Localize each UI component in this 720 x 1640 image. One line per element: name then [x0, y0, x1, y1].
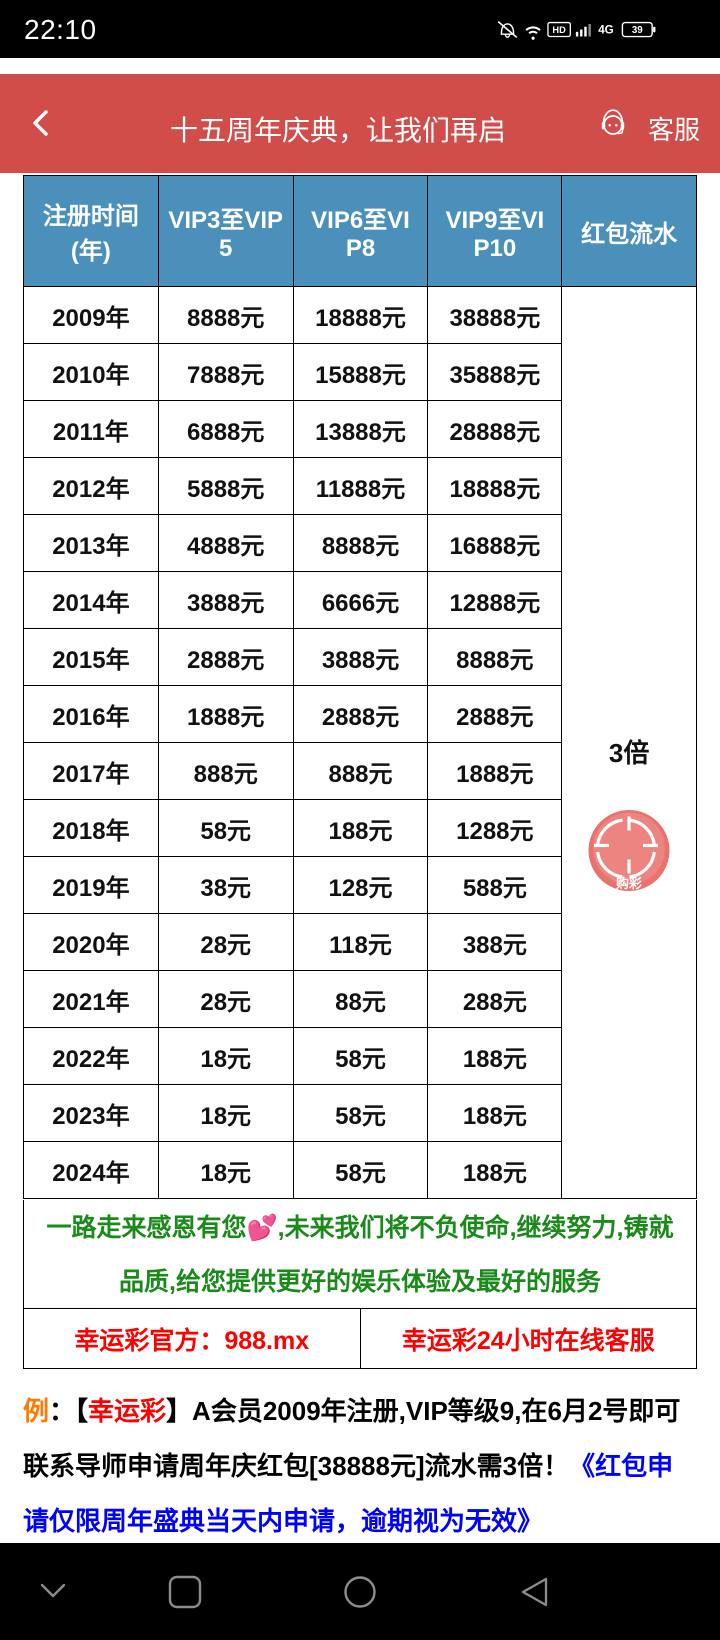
svg-text:HD: HD [552, 25, 566, 35]
svg-text:4G: 4G [598, 24, 614, 37]
svg-text:购彩: 购彩 [616, 876, 642, 891]
svg-text:39: 39 [632, 25, 643, 36]
